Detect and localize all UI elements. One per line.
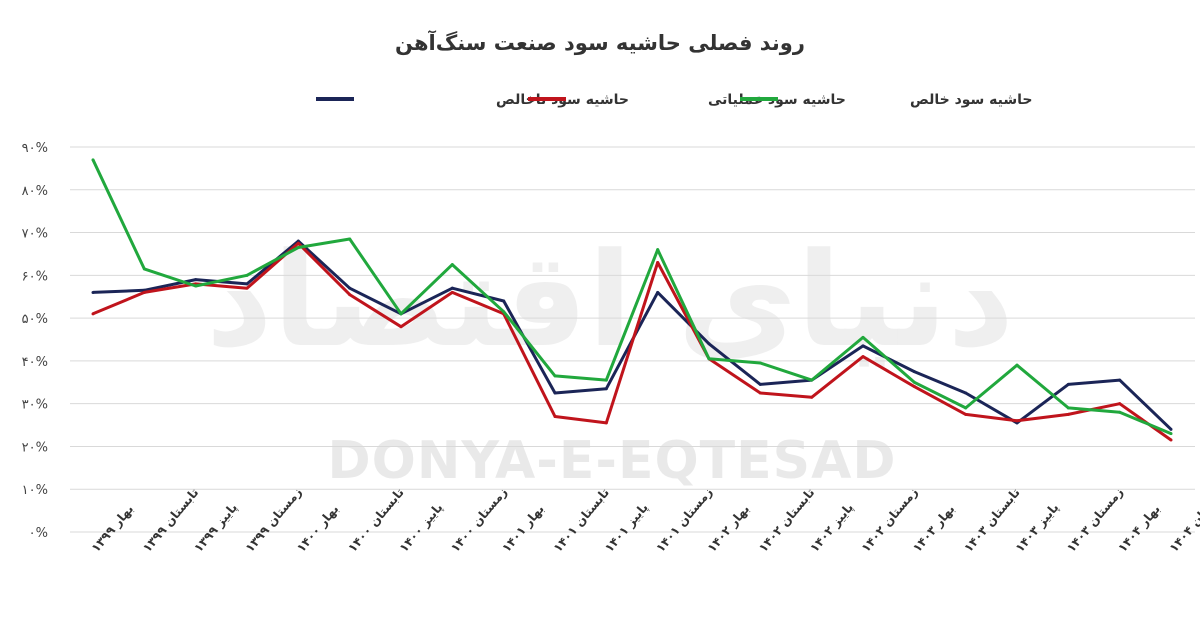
- y-tick-label: ۹۰%: [22, 141, 48, 156]
- data-point: [707, 357, 711, 361]
- data-point: [399, 312, 403, 316]
- data-point: [861, 355, 865, 359]
- data-point: [245, 273, 249, 277]
- data-point: [553, 391, 557, 395]
- y-tick-label: ۱۰%: [22, 483, 48, 498]
- data-point: [810, 395, 814, 399]
- y-tick-label: ۰%: [29, 526, 48, 541]
- data-point: [1066, 382, 1070, 386]
- y-axis-ticks: ۰% ۱۰% ۲۰% ۳۰% ۴۰% ۵۰% ۶۰% ۷۰% ۸۰% ۹۰%: [22, 141, 48, 541]
- series-1: [91, 241, 1173, 442]
- data-point: [91, 312, 95, 316]
- data-point: [1169, 438, 1173, 442]
- series-lines: [91, 158, 1173, 442]
- data-point: [912, 370, 916, 374]
- data-point: [348, 293, 352, 297]
- data-point: [194, 284, 198, 288]
- chart-title: روند فصلی حاشیه سود صنعت سنگ‌آهن: [395, 30, 805, 55]
- data-point: [450, 290, 454, 294]
- data-point: [1169, 427, 1173, 431]
- data-point: [758, 382, 762, 386]
- data-point: [656, 261, 660, 264]
- data-point: [758, 361, 762, 365]
- y-tick-label: ۳۰%: [22, 398, 48, 413]
- series-2: [91, 158, 1173, 436]
- data-point: [142, 267, 146, 271]
- legend: حاشیه سود ناخالص حاشیه سود عملیاتی حاشیه…: [316, 92, 1033, 108]
- data-point: [142, 290, 146, 294]
- data-point: [296, 241, 300, 245]
- data-point: [296, 246, 300, 250]
- data-point: [707, 342, 711, 346]
- data-point: [1118, 410, 1122, 414]
- data-point: [604, 421, 608, 425]
- data-point: [296, 239, 300, 243]
- data-point: [861, 335, 865, 339]
- data-point: [245, 282, 249, 286]
- series-line: [92, 241, 1172, 442]
- y-tick-label: ۲۰%: [22, 440, 48, 455]
- data-point: [502, 310, 506, 314]
- watermark: DONYA-E-EQTESAD: [327, 431, 896, 491]
- data-point: [1015, 419, 1019, 423]
- data-point: [604, 378, 608, 382]
- data-point: [810, 378, 814, 382]
- data-point: [912, 385, 916, 389]
- data-point: [194, 278, 198, 282]
- data-point: [758, 391, 762, 395]
- y-tick-label: ۶۰%: [22, 269, 48, 284]
- data-point: [502, 299, 506, 303]
- data-point: [912, 380, 916, 384]
- data-point: [861, 344, 865, 348]
- data-point: [91, 158, 95, 162]
- data-point: [1066, 406, 1070, 410]
- data-point: [245, 286, 249, 290]
- data-point: [348, 286, 352, 290]
- gridlines: [70, 146, 1195, 533]
- data-point: [964, 412, 968, 416]
- watermark-fa: دنیای اقتصاد: [206, 224, 1014, 376]
- legend-label-net: حاشیه سود خالص: [910, 92, 1033, 108]
- data-point: [1015, 363, 1019, 367]
- data-point: [348, 237, 352, 241]
- y-tick-label: ۷۰%: [22, 227, 48, 242]
- data-point: [1066, 412, 1070, 416]
- data-point: [399, 325, 403, 329]
- data-point: [1118, 402, 1122, 406]
- series-line: [91, 159, 1172, 435]
- data-point: [91, 290, 95, 294]
- data-point: [450, 263, 454, 267]
- data-point: [656, 290, 660, 294]
- y-tick-label: ۴۰%: [22, 355, 48, 370]
- data-point: [604, 387, 608, 391]
- data-point: [553, 374, 557, 378]
- data-point: [964, 391, 968, 395]
- data-point: [1169, 432, 1173, 436]
- data-point: [656, 248, 660, 252]
- y-tick-label: ۵۰%: [22, 312, 48, 327]
- data-point: [450, 286, 454, 290]
- data-point: [553, 415, 557, 418]
- data-point: [1118, 378, 1122, 382]
- y-tick-label: ۸۰%: [22, 184, 48, 199]
- data-point: [964, 406, 968, 410]
